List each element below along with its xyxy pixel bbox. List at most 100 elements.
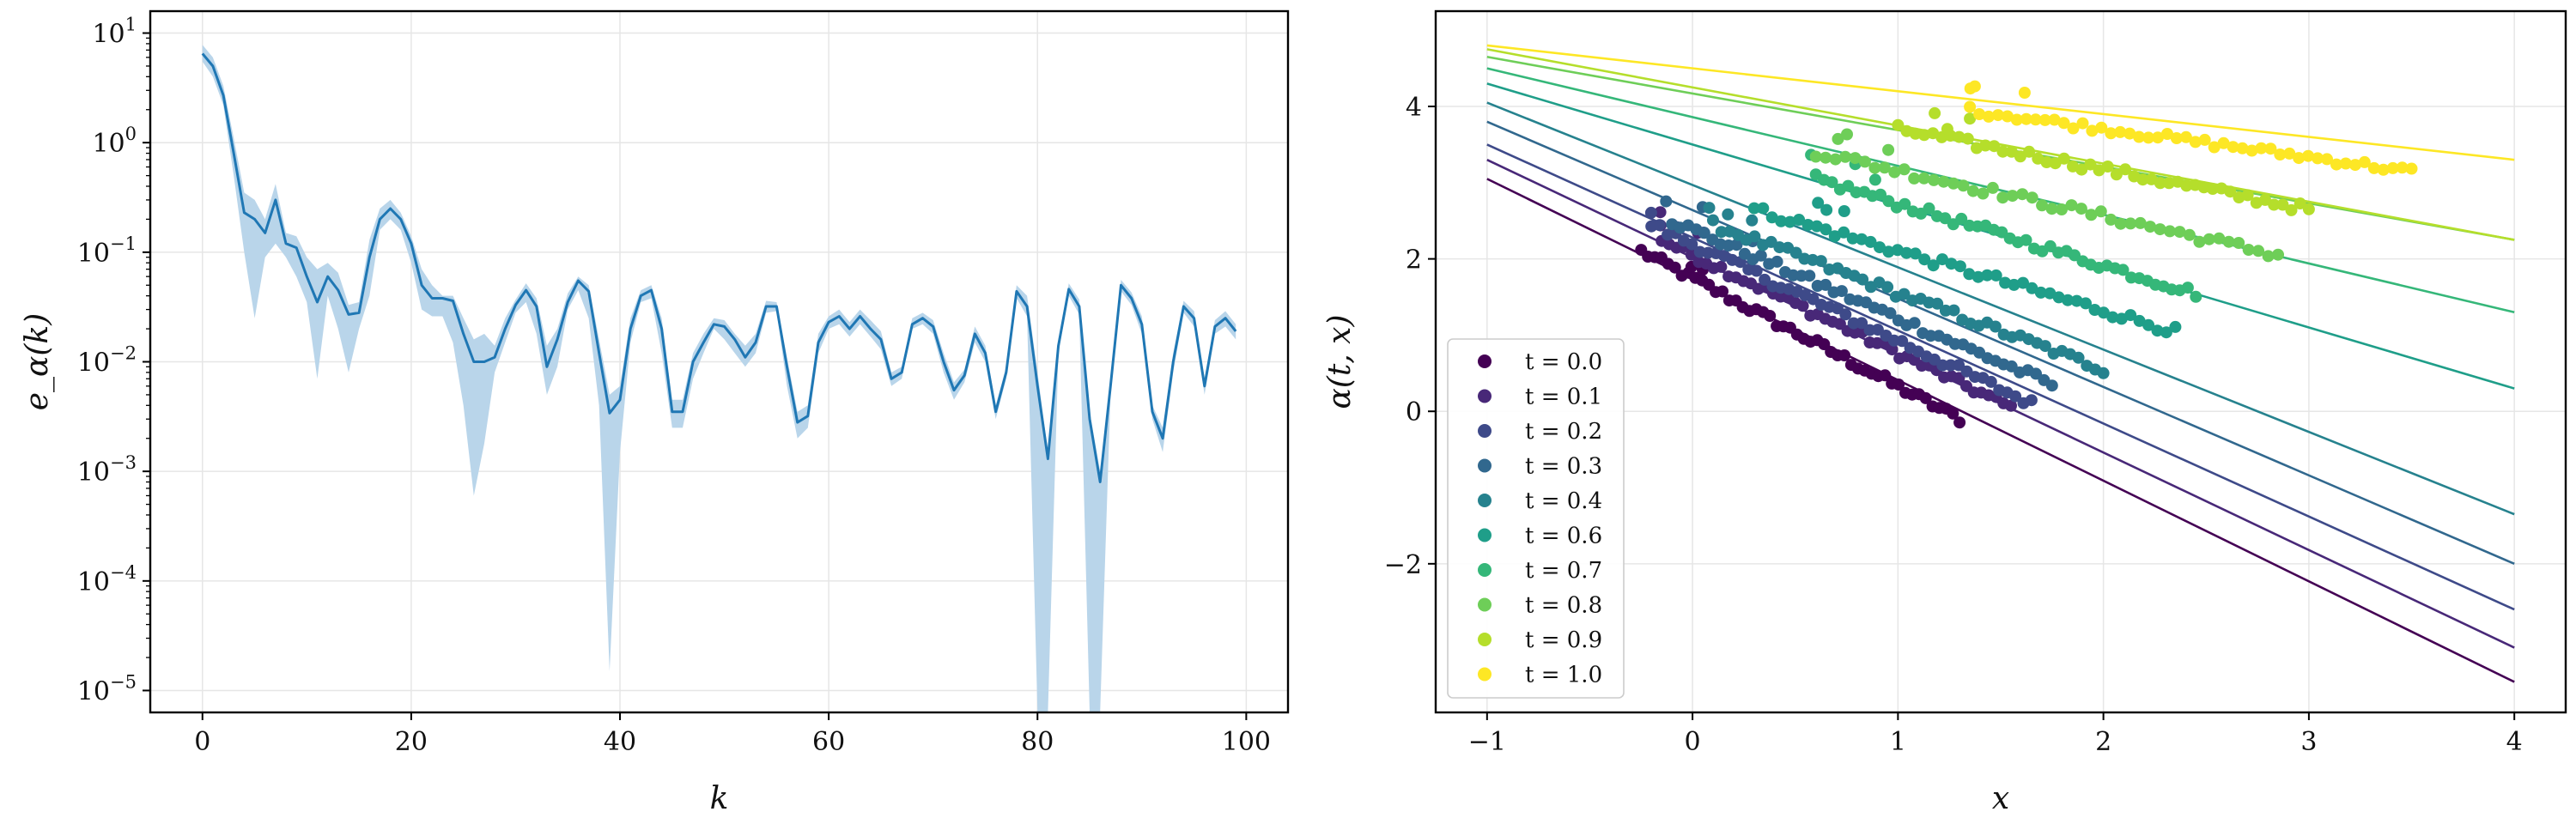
scatter-point xyxy=(2283,147,2296,160)
scatter-point xyxy=(1953,372,1965,385)
right-y-tick-label: 4 xyxy=(1406,93,1422,123)
right-y-tick-label: 2 xyxy=(1406,245,1422,276)
scatter-point xyxy=(2193,235,2206,248)
legend-marker xyxy=(1478,563,1492,577)
left-y-tick-label: 100 xyxy=(92,124,137,159)
scatter-point xyxy=(2170,132,2183,144)
scatter-point xyxy=(1754,249,1767,262)
scatter-outlier-point xyxy=(1929,106,1941,119)
scatter-point xyxy=(1789,246,1802,259)
left-y-tick-label: 10−3 xyxy=(77,452,137,488)
scatter-point xyxy=(1979,139,1992,152)
scatter-point xyxy=(2330,158,2342,171)
scatter-point xyxy=(2017,276,2029,289)
legend-label: t = 0.1 xyxy=(1525,385,1602,410)
scatter-point xyxy=(2094,205,2107,218)
scatter-point xyxy=(2142,318,2155,331)
scatter-point xyxy=(2020,233,2032,246)
scatter-point xyxy=(1882,195,1895,208)
scatter-point xyxy=(1964,100,1977,113)
scatter-point xyxy=(1882,245,1895,258)
scatter-point xyxy=(1961,132,1974,145)
scatter-point xyxy=(1937,175,1950,188)
scatter-point xyxy=(2264,142,2277,155)
scatter-point xyxy=(1653,219,1666,232)
scatter-point xyxy=(1927,259,1940,272)
error-line xyxy=(201,52,1237,483)
scatter-point xyxy=(2110,168,2123,181)
scatter-point xyxy=(2189,136,2202,148)
scatter-point xyxy=(1764,310,1777,322)
legend-marker xyxy=(1478,633,1492,646)
scatter-point xyxy=(2045,203,2058,215)
scatter-point xyxy=(1849,152,1862,165)
scatter-point xyxy=(1803,270,1816,282)
legend-label: t = 0.4 xyxy=(1525,488,1602,514)
scatter-outlier-point xyxy=(1746,214,1759,227)
scatter-point xyxy=(2312,152,2324,165)
scatter-point xyxy=(2133,314,2146,327)
scatter-point xyxy=(2181,282,2194,294)
scatter-outlier-point xyxy=(1660,195,1673,208)
right-axes-frame xyxy=(1434,9,2567,714)
scatter-point xyxy=(1909,247,1922,260)
scatter-point xyxy=(1953,260,1966,273)
scatter-point xyxy=(2252,245,2265,258)
scatter-point xyxy=(2396,161,2409,174)
scatter-point xyxy=(1908,317,1921,330)
right-x-tick-label: 0 xyxy=(1685,727,1701,757)
scatter-outlier-point xyxy=(1820,203,1833,216)
scatter-point xyxy=(1668,261,1681,274)
scatter-point xyxy=(1898,163,1911,176)
scatter-outlier-point xyxy=(1882,143,1895,156)
scatter-point xyxy=(1986,181,1999,194)
scatter-outlier-point xyxy=(1832,132,1844,145)
scatter-point xyxy=(2348,159,2361,172)
left-y-ticks: 101 100 10−1 10−2 10−3 10−4 10−5 xyxy=(77,15,150,706)
scatter-point xyxy=(2044,239,2057,252)
scatter-point xyxy=(2123,127,2136,140)
scatter-point xyxy=(2386,161,2399,174)
scatter-point xyxy=(2161,128,2173,140)
right-x-axis-label: x xyxy=(1992,781,2009,816)
scatter-point xyxy=(1936,253,1948,266)
scatter-point xyxy=(1856,273,1869,286)
scatter-point xyxy=(2190,290,2202,303)
scatter-point xyxy=(2026,191,2038,204)
scatter-point xyxy=(2152,131,2164,144)
scatter-point xyxy=(1981,269,1994,282)
left-x-axis-label: k xyxy=(710,781,729,816)
scatter-point xyxy=(2101,161,2114,173)
reference-line-8 xyxy=(1486,48,2515,241)
scatter-point xyxy=(1748,230,1761,243)
left-y-tick-label: 10−2 xyxy=(77,343,137,379)
scatter-point xyxy=(2255,142,2268,154)
scatter-point xyxy=(1984,375,1997,388)
legend-marker xyxy=(1478,389,1492,403)
scatter-point xyxy=(1835,285,1848,298)
scatter-point xyxy=(2160,326,2172,339)
scatter-point xyxy=(1973,108,1986,120)
scatter-point xyxy=(2272,248,2284,261)
scatter-point xyxy=(2038,340,2051,353)
scatter-point xyxy=(2245,144,2258,157)
legend-label: t = 0.8 xyxy=(1525,593,1602,619)
scatter-point xyxy=(1953,359,1965,372)
scatter-point xyxy=(2217,136,2230,149)
scatter-point xyxy=(1900,246,1913,259)
left-x-tick-label: 0 xyxy=(194,727,210,757)
scatter-point xyxy=(2124,309,2137,322)
scatter-point xyxy=(2025,394,2038,407)
scatter-point xyxy=(2179,130,2192,143)
scatter-point xyxy=(2119,163,2132,176)
scatter-point xyxy=(2367,161,2380,174)
scatter-point xyxy=(2236,142,2249,154)
left-x-tick-label: 20 xyxy=(395,727,428,757)
scatter-point xyxy=(1971,270,1984,283)
scatter-point xyxy=(1955,212,1968,225)
scatter-point xyxy=(1838,349,1850,361)
scatter-point xyxy=(2173,226,2186,239)
scatter-point xyxy=(1820,278,1832,291)
scatter-point xyxy=(2105,213,2117,226)
left-panel-error-plot: 0 20 40 60 80 100 10110010−110−210−310−410−5 … xyxy=(20,9,1290,816)
